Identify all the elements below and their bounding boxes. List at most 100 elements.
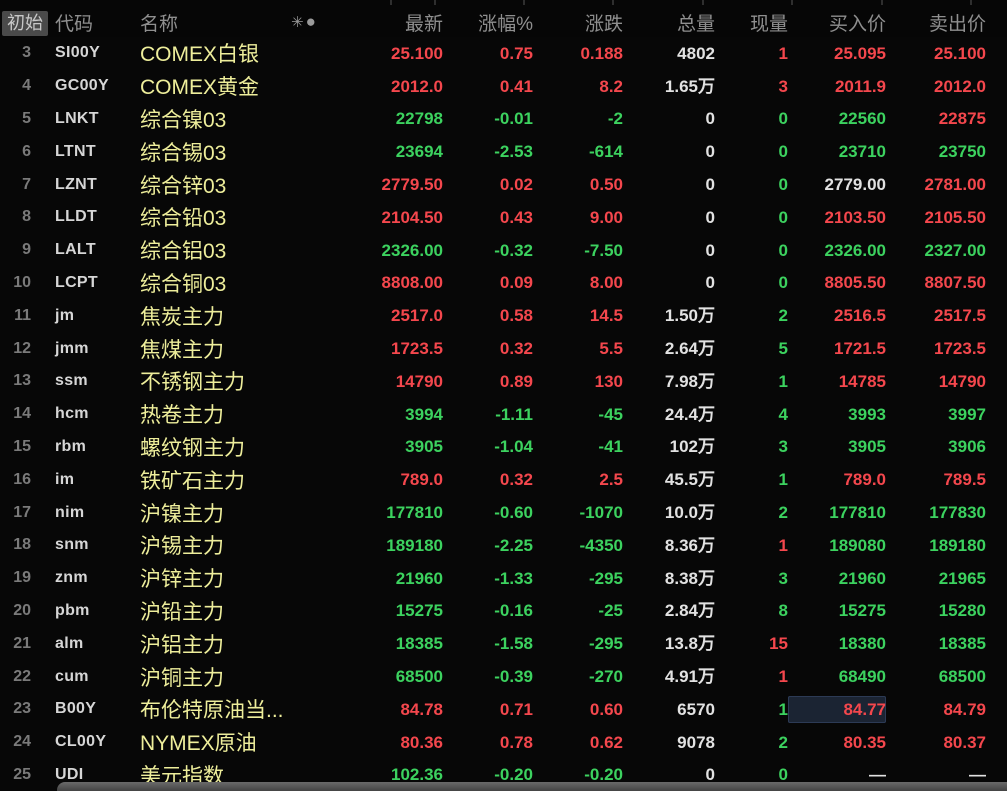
- total-volume-cell[interactable]: 0: [705, 109, 715, 129]
- ask-price-cell[interactable]: 68500: [938, 667, 986, 687]
- change-cell[interactable]: -4350: [579, 535, 623, 555]
- ask-price-cell[interactable]: 84.79: [943, 699, 986, 719]
- change-cell[interactable]: 0.62: [589, 732, 623, 752]
- change-percent-cell[interactable]: -1.11: [495, 404, 533, 424]
- ask-price-cell[interactable]: 2012.0: [934, 76, 986, 96]
- change-percent-cell[interactable]: 0.32: [499, 470, 533, 490]
- change-cell[interactable]: 130: [594, 371, 623, 391]
- table-row[interactable]: 7 LZNT 综合锌03 2779.50 0.02 0.50 0 0 2779.…: [0, 168, 1007, 201]
- bid-price-cell[interactable]: 1721.5: [834, 339, 886, 359]
- current-volume-cell[interactable]: 0: [778, 109, 788, 129]
- total-volume-cell[interactable]: 1.65万: [664, 76, 715, 96]
- header-name[interactable]: 名称: [140, 13, 179, 35]
- bid-price-cell[interactable]: 25.095: [834, 43, 886, 63]
- total-volume-cell[interactable]: 0: [705, 240, 715, 260]
- total-volume-cell[interactable]: 2.84万: [664, 601, 715, 621]
- last-price-cell[interactable]: 22798: [395, 109, 443, 129]
- change-cell[interactable]: 9.00: [589, 207, 623, 227]
- header-last[interactable]: 最新: [404, 13, 443, 35]
- bid-price-cell[interactable]: 23710: [838, 142, 886, 162]
- table-row[interactable]: 9 LALT 综合铝03 2326.00 -0.32 -7.50 0 0 232…: [0, 234, 1007, 267]
- current-volume-cell[interactable]: 3: [778, 568, 788, 588]
- current-volume-cell[interactable]: 0: [778, 240, 788, 260]
- total-volume-cell[interactable]: 0: [705, 175, 715, 195]
- bid-price-cell[interactable]: 3993: [848, 404, 886, 424]
- current-volume-cell[interactable]: 1: [778, 667, 788, 687]
- last-price-cell[interactable]: 2012.0: [391, 76, 443, 96]
- current-volume-cell[interactable]: 1: [778, 699, 788, 719]
- change-cell[interactable]: 8.2: [599, 76, 623, 96]
- change-percent-cell[interactable]: 0.58: [499, 306, 533, 326]
- last-price-cell[interactable]: 2779.50: [381, 175, 443, 195]
- header-ask-price[interactable]: 卖出价: [928, 13, 986, 35]
- change-cell[interactable]: -1070: [579, 503, 623, 523]
- table-row[interactable]: 12 jmm 焦煤主力 1723.5 0.32 5.5 2.64万 5 1721…: [0, 332, 1007, 365]
- current-volume-cell[interactable]: 1: [778, 470, 788, 490]
- bid-price-cell[interactable]: 2516.5: [834, 306, 886, 326]
- bid-price-cell[interactable]: 2779.00: [824, 175, 886, 195]
- table-row[interactable]: 24 CL00Y NYMEX原油 80.36 0.78 0.62 9078 2 …: [0, 726, 1007, 759]
- last-price-cell[interactable]: 789.0: [400, 470, 443, 490]
- current-volume-cell[interactable]: 15: [769, 634, 788, 654]
- change-cell[interactable]: 5.5: [599, 339, 623, 359]
- ask-price-cell[interactable]: 189180: [929, 535, 986, 555]
- change-cell[interactable]: -7.50: [584, 240, 623, 260]
- table-row[interactable]: 5 LNKT 综合镍03 22798 -0.01 -2 0 0 22560 22…: [0, 103, 1007, 136]
- current-volume-cell[interactable]: 2: [778, 503, 788, 523]
- table-row[interactable]: 4 GC00Y COMEX黄金 2012.0 0.41 8.2 1.65万 3 …: [0, 70, 1007, 103]
- change-percent-cell[interactable]: -0.20: [494, 765, 533, 785]
- change-percent-cell[interactable]: 0.78: [499, 732, 533, 752]
- ask-price-cell[interactable]: 15280: [938, 601, 986, 621]
- total-volume-cell[interactable]: 10.0万: [664, 503, 715, 523]
- last-price-cell[interactable]: 8808.00: [381, 273, 443, 293]
- current-volume-cell[interactable]: 0: [778, 175, 788, 195]
- change-cell[interactable]: 0.60: [589, 699, 623, 719]
- change-percent-cell[interactable]: 0.89: [499, 371, 533, 391]
- bid-price-cell[interactable]: 2103.50: [824, 207, 886, 227]
- change-percent-cell[interactable]: -1.33: [494, 568, 533, 588]
- change-cell[interactable]: -41: [598, 437, 623, 457]
- bid-price-cell[interactable]: 84.77: [788, 695, 886, 723]
- ask-price-cell[interactable]: 1723.5: [934, 339, 986, 359]
- ask-price-cell[interactable]: 2781.00: [924, 175, 986, 195]
- last-price-cell[interactable]: 68500: [395, 667, 443, 687]
- last-price-cell[interactable]: 3994: [405, 404, 443, 424]
- last-price-cell[interactable]: 189180: [386, 535, 443, 555]
- ask-price-cell[interactable]: 22875: [938, 109, 986, 129]
- bid-price-cell[interactable]: 14785: [838, 371, 886, 391]
- table-row[interactable]: 23 B00Y 布伦特原油当... 84.78 0.71 0.60 6570 1…: [0, 693, 1007, 726]
- total-volume-cell[interactable]: 24.4万: [664, 404, 715, 424]
- bid-price-cell[interactable]: 3905: [848, 437, 886, 457]
- ask-price-cell[interactable]: 3906: [948, 437, 986, 457]
- ask-price-cell[interactable]: —: [969, 765, 986, 785]
- total-volume-cell[interactable]: 9078: [677, 732, 715, 752]
- change-cell[interactable]: -270: [588, 667, 623, 687]
- table-row[interactable]: 18 snm 沪锡主力 189180 -2.25 -4350 8.36万 1 1…: [0, 529, 1007, 562]
- total-volume-cell[interactable]: 0: [705, 765, 715, 785]
- table-row[interactable]: 11 jm 焦炭主力 2517.0 0.58 14.5 1.50万 2 2516…: [0, 299, 1007, 332]
- last-price-cell[interactable]: 21960: [395, 568, 443, 588]
- last-price-cell[interactable]: 18385: [395, 634, 443, 654]
- bid-price-cell[interactable]: 177810: [829, 503, 886, 523]
- last-price-cell[interactable]: 14790: [395, 371, 443, 391]
- change-percent-cell[interactable]: 0.71: [499, 699, 533, 719]
- table-row[interactable]: 6 LTNT 综合锡03 23694 -2.53 -614 0 0 23710 …: [0, 135, 1007, 168]
- current-volume-cell[interactable]: 3: [778, 76, 788, 96]
- bid-price-cell[interactable]: 18380: [838, 634, 886, 654]
- bid-price-cell[interactable]: 2326.00: [824, 240, 886, 260]
- header-current-volume[interactable]: 现量: [749, 13, 788, 35]
- change-cell[interactable]: -25: [598, 601, 623, 621]
- header-bid-price[interactable]: 买入价: [828, 13, 886, 35]
- bid-price-cell[interactable]: 2011.9: [834, 76, 886, 96]
- table-row[interactable]: 17 nim 沪镍主力 177810 -0.60 -1070 10.0万 2 1…: [0, 496, 1007, 529]
- last-price-cell[interactable]: 80.36: [400, 732, 443, 752]
- total-volume-cell[interactable]: 2.64万: [664, 339, 715, 359]
- current-volume-cell[interactable]: 0: [778, 273, 788, 293]
- total-volume-cell[interactable]: 45.5万: [664, 470, 715, 490]
- table-row[interactable]: 20 pbm 沪铅主力 15275 -0.16 -25 2.84万 8 1527…: [0, 595, 1007, 628]
- change-cell[interactable]: -45: [598, 404, 623, 424]
- change-percent-cell[interactable]: 0.75: [499, 43, 533, 63]
- change-percent-cell[interactable]: -0.01: [494, 109, 533, 129]
- last-price-cell[interactable]: 177810: [386, 503, 443, 523]
- ask-price-cell[interactable]: 8807.50: [924, 273, 986, 293]
